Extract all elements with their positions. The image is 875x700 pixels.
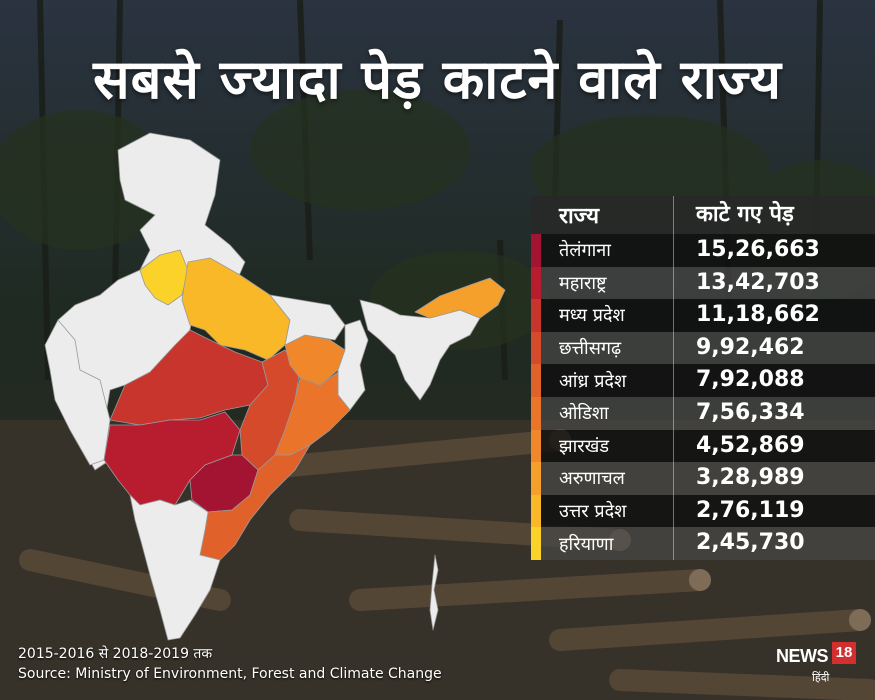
state-name: ओडिशा [559, 403, 609, 425]
table-row: तेलंगाना 15,26,663 [531, 234, 875, 267]
tree-count: 4,52,869 [673, 429, 875, 463]
region-haryana [139, 249, 189, 306]
tree-count: 3,28,989 [673, 462, 875, 495]
logo-brand: NEWS [776, 646, 829, 666]
tree-count: 11,18,662 [673, 299, 875, 332]
tree-count: 9,92,462 [673, 331, 875, 365]
color-swatch [531, 494, 541, 528]
region-west-bengal [337, 319, 369, 411]
period-note: 2015-2016 से 2018-2019 तक [18, 646, 213, 662]
region-andaman [429, 554, 439, 631]
state-name: उत्तर प्रदेश [559, 501, 627, 523]
state-name: महाराष्ट्र [559, 272, 607, 294]
color-swatch [531, 266, 541, 300]
table-header: राज्य काटे गए पेड़ [531, 196, 875, 234]
color-swatch [531, 299, 541, 332]
table-row: अरुणाचल 3,28,989 [531, 462, 875, 495]
news18-logo: NEWS 18 हिंदी [776, 640, 858, 684]
state-name: हरियाणा [559, 533, 614, 555]
table-row: मध्य प्रदेश 11,18,662 [531, 299, 875, 332]
table-row: झारखंड 4,52,869 [531, 429, 875, 463]
state-name: अरुणाचल [559, 468, 625, 490]
region-gujarat [44, 319, 111, 466]
tree-count: 7,56,334 [673, 396, 875, 430]
color-swatch [531, 364, 541, 397]
region-south [129, 494, 221, 641]
state-name: झारखंड [559, 435, 609, 457]
color-swatch [531, 234, 541, 267]
table-body: तेलंगाना 15,26,663 महाराष्ट्र 13,42,703 … [531, 234, 875, 560]
table-row: आंध्र प्रदेश 7,92,088 [531, 364, 875, 397]
region-bihar [269, 294, 346, 346]
table-row: हरियाणा 2,45,730 [531, 527, 875, 560]
tree-cutting-table: राज्य काटे गए पेड़ तेलंगाना 15,26,663 मह… [531, 196, 875, 560]
region-north-east [359, 299, 481, 401]
state-name: छत्तीसगढ़ [559, 338, 622, 360]
state-name: तेलंगाना [559, 240, 611, 262]
source-note: Source: Ministry of Environment, Forest … [18, 666, 442, 682]
color-swatch [531, 527, 541, 560]
page-title: सबसे ज्यादा पेड़ काटने वाले राज्य [93, 48, 782, 111]
color-swatch [531, 396, 541, 430]
color-swatch [531, 462, 541, 495]
table-row: छत्तीसगढ़ 9,92,462 [531, 331, 875, 365]
region-north-west [57, 132, 246, 471]
table-row: उत्तर प्रदेश 2,76,119 [531, 494, 875, 528]
tree-count: 15,26,663 [673, 234, 875, 267]
state-name: आंध्र प्रदेश [559, 370, 627, 392]
region-andhra-pradesh [199, 444, 311, 561]
tree-count: 2,76,119 [673, 494, 875, 528]
tree-count: 2,45,730 [673, 527, 875, 560]
logo-number: 18 [832, 642, 856, 664]
tree-count: 13,42,703 [673, 266, 875, 300]
header-state: राज्य [559, 204, 600, 229]
region-odisha [274, 371, 351, 456]
table-row: महाराष्ट्र 13,42,703 [531, 266, 875, 300]
table-row: ओडिशा 7,56,334 [531, 396, 875, 430]
tree-count: 7,92,088 [673, 364, 875, 397]
region-arunachal-pradesh [414, 277, 506, 319]
logo-sub: हिंदी [812, 671, 830, 684]
state-name: मध्य प्रदेश [559, 305, 625, 327]
color-swatch [531, 331, 541, 365]
header-count: काटे गए पेड़ [673, 196, 875, 234]
color-swatch [531, 429, 541, 463]
